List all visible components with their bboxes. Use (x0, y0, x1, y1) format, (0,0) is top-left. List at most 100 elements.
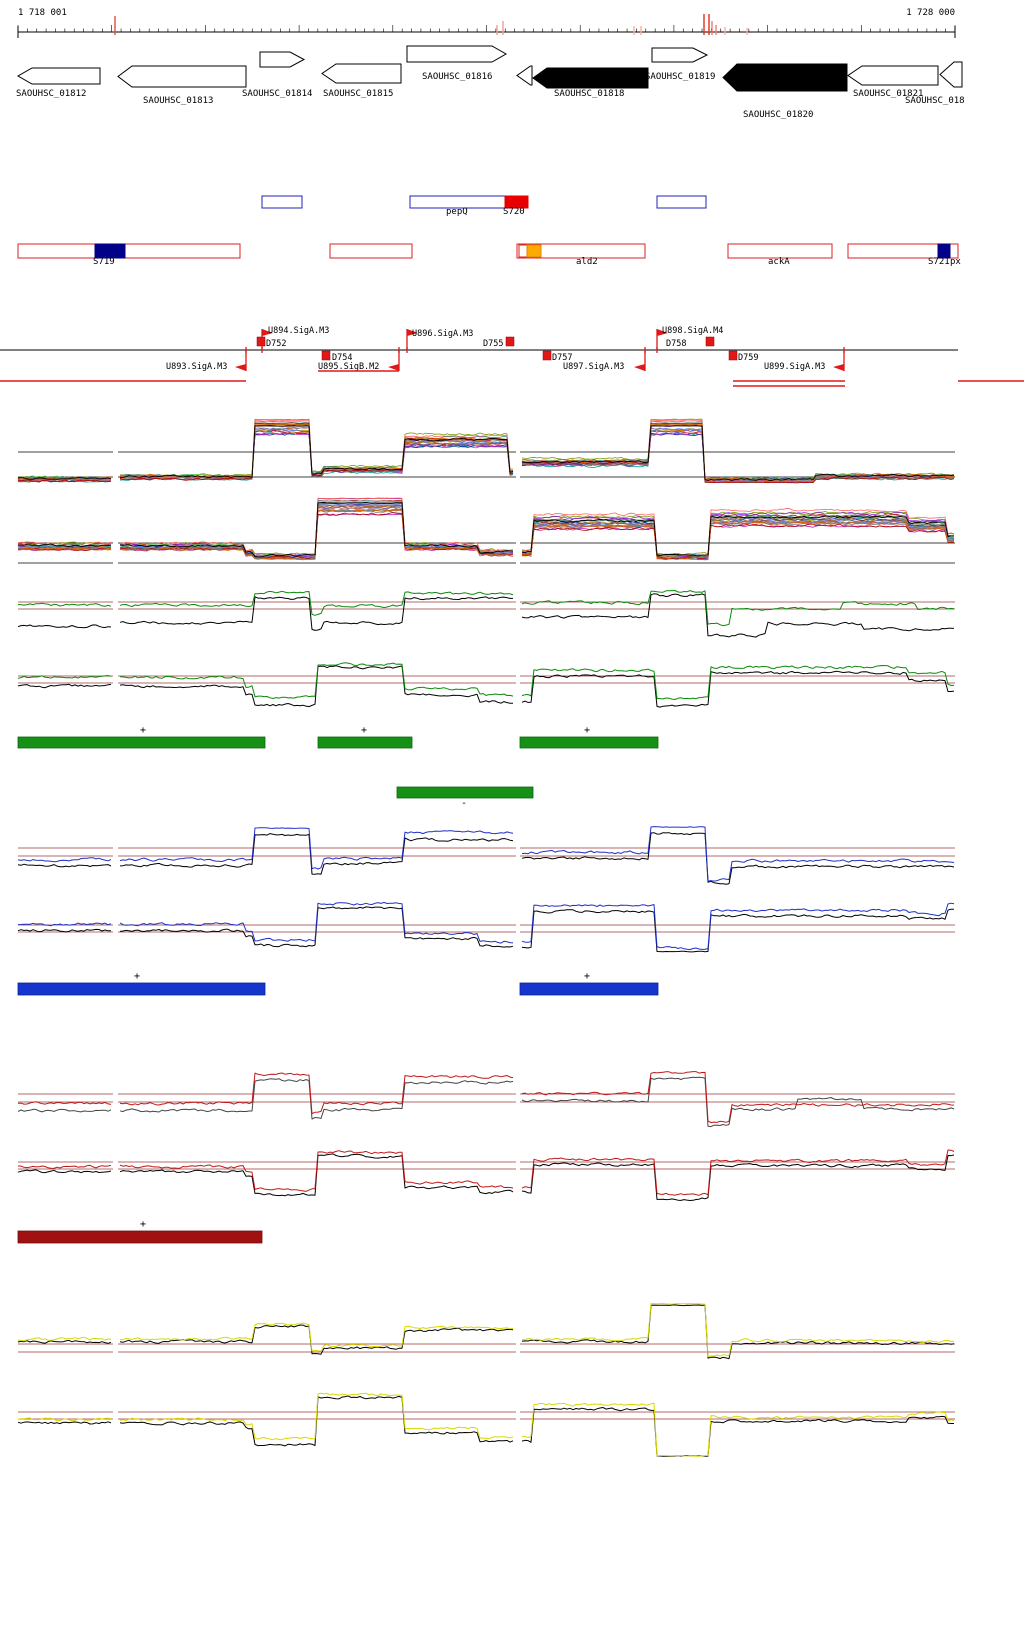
signal-trace-condition-green-reverse (119, 665, 514, 708)
signal-trace-tiling-forward-all-conditions (18, 479, 112, 483)
tu-label: px (950, 257, 961, 267)
signal-trace-condition-blue-forward (17, 863, 112, 868)
gene-label: SAOUHSC_01818 (554, 89, 624, 99)
tu-box (656, 195, 707, 209)
signal-trace-tiling-forward-all-conditions (119, 432, 514, 481)
signal-trace-condition-red-forward (119, 1078, 514, 1120)
tu-box (526, 244, 542, 258)
signal-trace-tiling-forward-all-conditions (119, 419, 513, 479)
segment-strand-sign: + (134, 971, 140, 982)
promoter-flag-icon (388, 364, 399, 371)
signal-trace-condition-green-forward (18, 602, 112, 607)
tu-box (261, 195, 303, 209)
segment-strand-sign: + (584, 725, 590, 736)
signal-trace-condition-yellow-reverse (17, 1421, 112, 1425)
gene-label: SAOUHSC_01820 (743, 110, 813, 120)
gene-arrow-SAOUHSC_01814 (259, 51, 306, 68)
gene-label: SAOUHSC_01819 (645, 72, 715, 82)
signal-trace-tiling-forward-all-conditions (521, 425, 955, 483)
signal-trace-tiling-forward-all-conditions (119, 430, 514, 479)
signal-trace-tiling-reverse-all-conditions (521, 520, 955, 560)
terminator-box (542, 350, 552, 361)
signal-trace-condition-blue-reverse (17, 922, 112, 927)
signal-trace-tiling-forward-all-conditions-black (521, 425, 955, 482)
promoter-flag-icon (262, 329, 273, 336)
tu-label: ald2 (576, 257, 598, 267)
signal-trace-tiling-forward-all-conditions (521, 423, 955, 482)
tu-label: S721 (928, 257, 950, 267)
tu-box (329, 243, 413, 259)
terminator-box (256, 336, 266, 347)
tu-box (847, 243, 959, 259)
promoter-flag-icon (407, 329, 418, 336)
promoter-label: U897.SigA.M3 (563, 362, 624, 372)
terminator-box (505, 336, 515, 347)
segment-bar (519, 982, 659, 996)
tu-box (94, 243, 126, 259)
gene-label: SAOUHSC_01812 (16, 89, 86, 99)
signal-trace-condition-blue-forward (119, 827, 514, 870)
segment-bar (17, 1230, 263, 1244)
signal-trace-condition-yellow-forward (17, 1339, 112, 1344)
signal-trace-tiling-reverse-all-conditions (521, 522, 955, 559)
signal-trace-tiling-forward-all-conditions (521, 419, 955, 483)
signal-trace-tiling-reverse-all-conditions (521, 511, 955, 558)
tu-box (17, 243, 241, 259)
tu-label: S720 (503, 207, 525, 217)
signal-trace-tiling-forward-all-conditions-black (119, 425, 514, 478)
gene-arrow-unnamed (516, 65, 533, 86)
promoter-label: U898.SigA.M4 (662, 326, 723, 336)
signal-trace-condition-blue-reverse (521, 908, 955, 953)
signal-trace-condition-yellow-reverse (521, 1402, 955, 1457)
segment-strand-sign: + (584, 971, 590, 982)
terminator-label: D752 (266, 339, 286, 349)
signal-trace-condition-red-forward (521, 1071, 955, 1124)
signal-trace-tiling-forward-all-conditions (521, 423, 955, 484)
signal-trace-tiling-forward-all-conditions (119, 423, 514, 478)
signal-trace-tiling-forward-all-conditions (521, 428, 955, 483)
signal-trace-condition-yellow-forward (521, 1304, 955, 1360)
gene-arrow-SAOUHSC_01816 (406, 45, 508, 63)
signal-trace-condition-blue-reverse (521, 902, 955, 951)
promoter-label: U893.SigA.M3 (166, 362, 227, 372)
signal-trace-tiling-forward-all-conditions (521, 432, 955, 481)
gene-label: SAOUHSC_01815 (323, 89, 393, 99)
segment-strand-sign: - (461, 798, 467, 809)
segment-bar (519, 736, 659, 749)
gene-label: SAOUHSC_018 (905, 96, 965, 106)
signal-trace-condition-yellow-forward (521, 1303, 955, 1357)
terminator-label: D758 (666, 339, 686, 349)
gene-label: SAOUHSC_01816 (422, 72, 492, 82)
signal-trace-condition-yellow-forward (17, 1336, 112, 1342)
promoter-flag-icon (657, 329, 668, 336)
signal-trace-condition-yellow-reverse (17, 1417, 112, 1422)
signal-trace-tiling-forward-all-conditions (521, 427, 955, 482)
signal-trace-condition-yellow-forward (119, 1322, 514, 1352)
signal-trace-tiling-forward-all-conditions-black (17, 476, 112, 480)
gene-label: SAOUHSC_01814 (242, 89, 312, 99)
promoter-flag-icon (634, 364, 645, 371)
promoter-flag-icon (235, 364, 246, 371)
signal-trace-tiling-forward-all-conditions (521, 421, 955, 482)
signal-trace-tiling-forward-all-conditions (521, 418, 954, 481)
signal-trace-condition-green-forward (119, 596, 513, 631)
signal-trace-condition-green-reverse (521, 670, 955, 708)
signal-trace-tiling-forward-all-conditions (119, 429, 514, 478)
terminator-label: D759 (738, 353, 758, 363)
signal-trace-condition-red-reverse (119, 1150, 514, 1192)
tu-label: pepQ (446, 207, 468, 217)
signal-trace-condition-blue-reverse (17, 928, 112, 933)
signal-trace-condition-green-reverse (17, 675, 112, 679)
signal-trace-condition-red-forward (521, 1076, 955, 1128)
tu-box (518, 244, 528, 258)
signal-trace-condition-green-reverse (17, 683, 112, 689)
signal-trace-tiling-reverse-all-conditions-black (17, 543, 112, 548)
gene-arrow-SAOUHSC_01819 (651, 47, 709, 63)
signal-trace-tiling-forward-all-conditions (521, 425, 955, 481)
signal-trace-condition-green-reverse (521, 665, 954, 700)
signal-trace-condition-green-forward (521, 593, 955, 638)
signal-trace-tiling-reverse-all-conditions (521, 515, 955, 557)
segment-strand-sign: + (140, 725, 146, 736)
signal-trace-tiling-forward-all-conditions (521, 430, 955, 481)
signal-trace-condition-blue-forward (521, 826, 955, 882)
